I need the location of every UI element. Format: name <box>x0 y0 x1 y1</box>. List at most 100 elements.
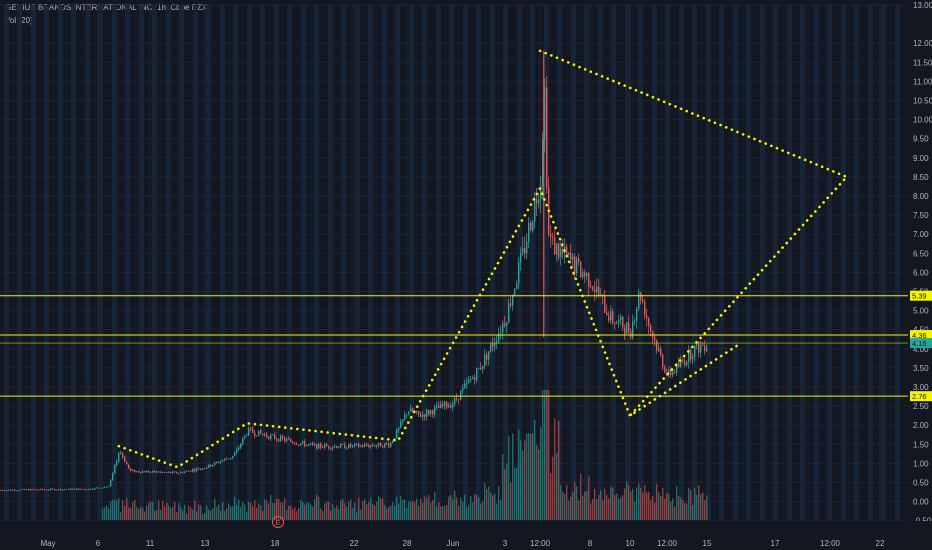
session-band <box>166 5 171 520</box>
candle-body <box>668 369 670 375</box>
x-tick-label: 12:00 <box>820 539 841 548</box>
candle-body <box>200 468 202 470</box>
volume-bar <box>502 454 504 520</box>
volume-bar <box>640 487 642 520</box>
volume-bar <box>274 503 276 520</box>
volume-bar <box>112 499 114 520</box>
volume-bar <box>104 507 106 520</box>
candle-body <box>576 258 578 274</box>
volume-bar <box>390 505 392 520</box>
candle-body <box>160 471 162 473</box>
candle-body <box>254 432 256 436</box>
volume-bar <box>638 483 640 520</box>
candle-body <box>692 357 694 360</box>
candle-body <box>322 447 324 449</box>
volume-bar <box>342 499 344 520</box>
candle-body <box>540 185 542 200</box>
candle-body <box>368 445 370 448</box>
candle-body <box>502 323 504 333</box>
candle-body <box>582 272 584 278</box>
candle-body <box>212 464 214 467</box>
candle-body <box>298 444 300 446</box>
candle-body <box>28 489 30 491</box>
candle-body <box>488 351 490 360</box>
y-tick-label: 11.00 <box>913 77 932 86</box>
candle-body <box>284 438 286 441</box>
candle-body <box>20 489 22 491</box>
candle-body <box>224 458 226 461</box>
candle-body <box>642 300 644 302</box>
candle-body <box>458 398 460 401</box>
candle-body <box>684 361 686 366</box>
session-band <box>881 5 886 520</box>
volume-bar <box>356 512 358 520</box>
candle-body <box>342 443 344 445</box>
candle-body <box>562 249 564 253</box>
volume-bar <box>180 506 182 520</box>
volume-bar <box>604 488 606 520</box>
candle-body <box>324 444 326 448</box>
y-tick-label: 10.50 <box>913 97 932 106</box>
volume-bar <box>506 463 508 520</box>
session-band <box>31 5 36 520</box>
candle-body <box>292 441 294 444</box>
candle-body <box>304 441 306 447</box>
y-tick-label: 8.00 <box>913 192 929 201</box>
session-band <box>476 5 481 520</box>
volume-bar <box>320 508 322 520</box>
volume-bar <box>184 504 186 520</box>
volume-bar <box>578 500 580 520</box>
session-band <box>409 5 414 520</box>
session-band <box>530 5 535 520</box>
volume-bar <box>164 506 166 520</box>
candle-body <box>400 421 402 428</box>
volume-bar <box>316 494 318 520</box>
volume-bar <box>452 499 454 520</box>
candle-body <box>332 447 334 449</box>
candle-body <box>154 470 156 473</box>
price-tag-label: 2.76 <box>912 392 927 401</box>
volume-bar <box>580 473 582 520</box>
volume-bar <box>400 495 402 520</box>
candle-body <box>658 348 660 351</box>
candle-body <box>42 488 44 490</box>
session-band <box>287 5 292 520</box>
volume-bar <box>448 496 450 520</box>
candle-body <box>570 252 572 260</box>
candle-body <box>232 455 234 458</box>
volume-bar <box>376 501 378 520</box>
volume-bar <box>418 505 420 520</box>
volume-bar <box>614 495 616 520</box>
candle-body <box>432 410 434 415</box>
volume-bars <box>102 390 708 520</box>
volume-bar <box>158 500 160 520</box>
volume-bar <box>630 491 632 520</box>
volume-bar <box>200 505 202 520</box>
volume-bar <box>626 481 628 520</box>
y-tick-label: 6.50 <box>913 249 929 258</box>
volume-bar <box>628 484 630 520</box>
session-band <box>787 5 792 520</box>
candle-body <box>60 489 62 491</box>
session-band <box>355 5 360 520</box>
candle-body <box>546 87 548 188</box>
y-tick-label: 10.00 <box>913 116 932 125</box>
candle-body <box>608 315 610 321</box>
volume-bar <box>288 505 290 520</box>
candle-body <box>120 452 122 454</box>
candle-body <box>186 470 188 472</box>
volume-bar <box>240 506 242 520</box>
candle-body <box>106 486 108 488</box>
candle-body <box>408 411 410 415</box>
candle-body <box>226 458 228 460</box>
volume-bar <box>366 504 368 520</box>
volume-bar <box>672 498 674 520</box>
volume-bar <box>430 502 432 520</box>
volume-bar <box>646 492 648 520</box>
volume-bar <box>694 487 696 520</box>
session-band <box>247 5 252 520</box>
candle-body <box>286 438 288 441</box>
x-tick-label: 12:00 <box>657 539 678 548</box>
volume-bar <box>378 496 380 520</box>
